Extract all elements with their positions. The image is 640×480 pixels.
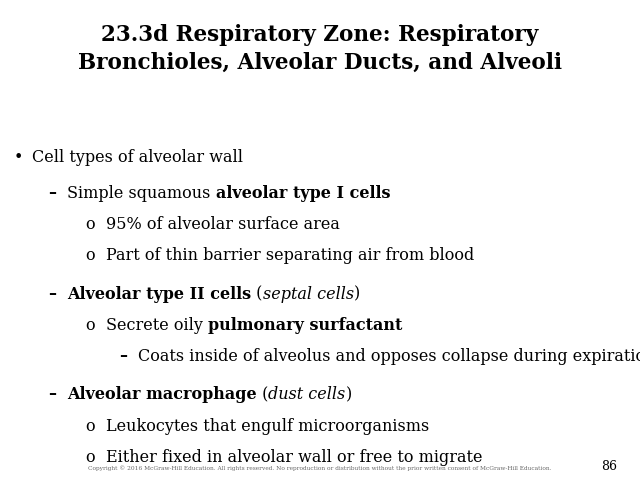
Text: 86: 86	[602, 460, 618, 473]
Text: o: o	[84, 317, 95, 334]
Text: Alveolar type II cells: Alveolar type II cells	[67, 286, 252, 302]
Text: Cell types of alveolar wall: Cell types of alveolar wall	[32, 149, 243, 166]
Text: 95% of alveolar surface area: 95% of alveolar surface area	[106, 216, 339, 233]
Text: Leukocytes that engulf microorganisms: Leukocytes that engulf microorganisms	[106, 418, 429, 434]
Text: Alveolar macrophage: Alveolar macrophage	[67, 386, 257, 403]
Text: o: o	[84, 216, 95, 233]
Text: Part of thin barrier separating air from blood: Part of thin barrier separating air from…	[106, 247, 474, 264]
Text: (: (	[257, 386, 268, 403]
Text: –: –	[49, 386, 56, 403]
Text: (: (	[252, 286, 262, 302]
Text: 23.3d Respiratory Zone: Respiratory
Bronchioles, Alveolar Ducts, and Alveoli: 23.3d Respiratory Zone: Respiratory Bron…	[78, 24, 562, 74]
Text: Copyright © 2016 McGraw-Hill Education. All rights reserved. No reproduction or : Copyright © 2016 McGraw-Hill Education. …	[88, 465, 552, 471]
Text: –: –	[120, 348, 127, 365]
Text: Coats inside of alveolus and opposes collapse during expiration: Coats inside of alveolus and opposes col…	[138, 348, 640, 365]
Text: o: o	[84, 418, 95, 434]
Text: Simple squamous: Simple squamous	[67, 185, 216, 202]
Text: pulmonary surfactant: pulmonary surfactant	[207, 317, 402, 334]
Text: –: –	[49, 286, 56, 302]
Text: Either fixed in alveolar wall or free to migrate: Either fixed in alveolar wall or free to…	[106, 449, 482, 466]
Text: alveolar type I cells: alveolar type I cells	[216, 185, 390, 202]
Text: ): )	[354, 286, 360, 302]
Text: Secrete oily: Secrete oily	[106, 317, 207, 334]
Text: ): )	[346, 386, 352, 403]
Text: septal cells: septal cells	[262, 286, 354, 302]
Text: o: o	[84, 449, 95, 466]
Text: o: o	[84, 247, 95, 264]
Text: dust cells: dust cells	[268, 386, 346, 403]
Text: –: –	[49, 185, 56, 202]
Text: •: •	[13, 149, 22, 166]
